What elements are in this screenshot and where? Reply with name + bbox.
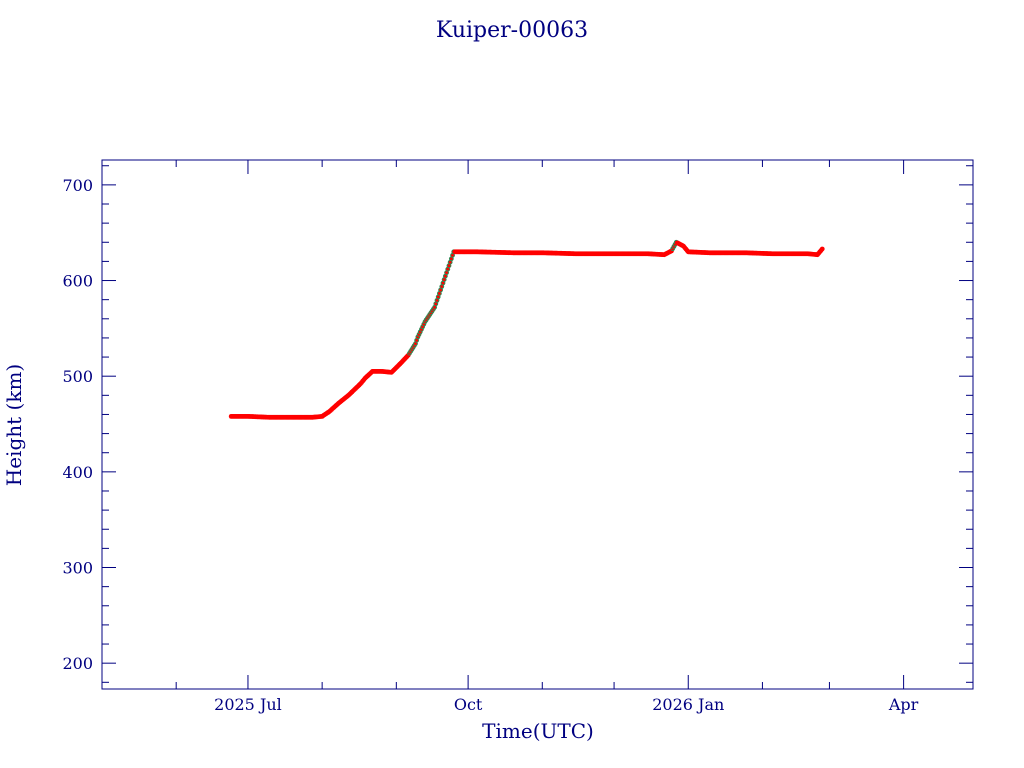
data-point <box>433 305 437 309</box>
data-point <box>435 298 439 302</box>
data-point <box>437 292 441 295</box>
x-tick-label: Oct <box>454 695 483 714</box>
x-tick-label: Apr <box>888 695 919 714</box>
x-tick-label: 2025 Jul <box>214 695 282 714</box>
ticks-layer <box>101 160 973 689</box>
data-point <box>449 257 453 261</box>
data-point <box>441 281 445 285</box>
y-tick-label: 500 <box>62 367 93 386</box>
data-point <box>439 288 442 292</box>
plot-frame <box>101 159 974 690</box>
y-axis-label: Height (km) <box>2 364 26 486</box>
data-point <box>414 342 417 346</box>
y-tick-label: 600 <box>62 272 93 291</box>
data-point <box>442 278 446 281</box>
data-point <box>436 295 440 299</box>
y-tick-label: 200 <box>62 654 93 673</box>
data-point <box>445 271 448 275</box>
data-point <box>819 246 825 252</box>
data-point <box>440 285 444 288</box>
data-point <box>415 338 419 342</box>
data-point <box>434 302 438 306</box>
y-tick-label: 700 <box>62 176 93 195</box>
data-points <box>228 239 825 420</box>
data-point <box>448 260 452 264</box>
data-point <box>446 267 450 271</box>
x-tick-label: 2026 Jan <box>652 695 724 714</box>
y-tick-label: 400 <box>62 463 93 482</box>
x-axis-label: Time(UTC) <box>482 719 594 743</box>
y-tick-label: 300 <box>62 559 93 578</box>
chart-title: Kuiper-00063 <box>436 18 588 43</box>
data-point <box>447 264 451 268</box>
tick-labels-layer: 200 300 400 500 600 700 2025 Jul Oct 2026 Jan Apr <box>62 176 918 714</box>
data-point <box>451 253 454 257</box>
data-point <box>443 274 447 278</box>
